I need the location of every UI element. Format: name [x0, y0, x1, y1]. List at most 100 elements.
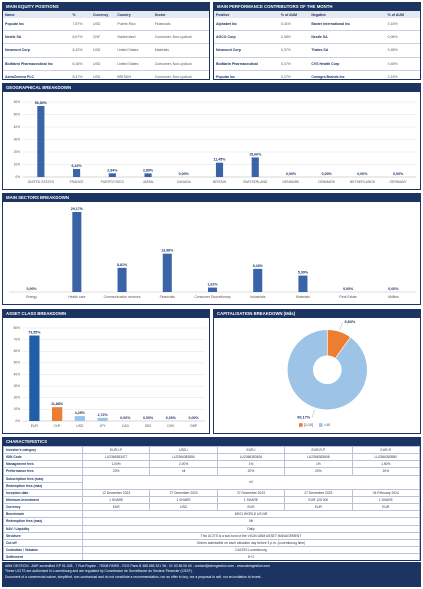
cell: Thales SA — [309, 43, 386, 58]
table: Name% Currency Country Sector Popular Inc 7,8… — [3, 11, 209, 79]
bar — [207, 287, 218, 292]
table-row: Subscription fees (max) nil — [3, 474, 420, 490]
y-tick-label: 50% — [14, 112, 21, 116]
column-header: Negative — [309, 11, 386, 18]
row-label: ISIN Code — [3, 453, 83, 462]
cell: 04 February 2024 — [351, 488, 420, 497]
row-label: Custodian / Valuator — [3, 545, 83, 555]
cell: Nestle SA — [3, 30, 71, 45]
table-row: Popular Inc 0,27% Conagra Brands Inc 0,15% — [214, 70, 420, 79]
cell: 0,45% — [385, 43, 420, 58]
cell: EUR 125 000 — [284, 495, 353, 505]
cell: Consumer, Non-cyclical — [152, 57, 209, 71]
pie-slice — [287, 329, 368, 411]
cell: 27 December 2023 — [216, 488, 286, 497]
bar — [52, 407, 63, 421]
cell: LU2366383634 — [216, 453, 286, 462]
characteristics-panel: CHARACTERISTICS Investor's category EUR-I-… — [2, 437, 421, 561]
cell: 0,36% — [278, 30, 310, 45]
x-tick-label: Energy — [26, 295, 37, 299]
y-tick-label: 10% — [14, 162, 21, 166]
cell: 20% — [351, 467, 420, 476]
cell: EUR-I-P — [81, 445, 151, 455]
value-label: 2,94% — [107, 168, 118, 172]
column-header: % — [70, 11, 92, 18]
bar — [251, 157, 259, 177]
cell: BRITAIN — [115, 70, 153, 79]
cell: D+2 — [82, 553, 420, 560]
row-label: Subscription fees (max) — [3, 474, 83, 483]
cell: EUR — [351, 503, 420, 512]
cell: 7,87% — [70, 18, 92, 32]
x-tick-label: UNITED STATES — [28, 180, 55, 184]
y-tick-label: 40% — [14, 372, 21, 376]
y-tick-label: 0% — [15, 175, 20, 179]
cell: 0,45% — [385, 57, 420, 71]
cell: 1 SHARE — [216, 495, 286, 505]
bar — [108, 173, 116, 177]
cell: Puerto Rico — [115, 18, 153, 32]
legend-label: [1;10] — [304, 423, 313, 427]
y-tick-label: 10% — [14, 407, 21, 411]
table-row: BioMarin Pharmaceutical 0,37% CVS Health C… — [214, 57, 420, 71]
table-row: Structure This UCITS is a sub-fund of the… — [3, 531, 420, 540]
table-row: Benchmark MSCI WORLD US NR — [3, 510, 420, 519]
cell: 20% — [81, 467, 151, 476]
table-row: AstraZeneca PLC 5,47% USD BRITAIN Consumer, … — [3, 70, 209, 79]
cell: EUR — [216, 503, 286, 512]
x-tick-label: CAD — [122, 424, 130, 428]
x-tick-label: Health care — [68, 295, 85, 299]
cell: 6,32% — [70, 43, 92, 58]
panel-title: CHARACTERISTICS — [3, 438, 420, 446]
value-label: 56,80% — [35, 101, 48, 105]
y-tick-label: 80% — [14, 326, 21, 330]
x-tick-label: GBP — [190, 424, 198, 428]
geography-panel: GEOGRAPHICAL BREAKDOWN 0% 10% 20% 30% 40% 50% 6… — [2, 83, 421, 190]
cell: Conagra Brands Inc — [309, 70, 386, 79]
bar — [73, 168, 81, 177]
cell: LU2366383980 — [351, 453, 420, 462]
table-row: ISIN Code LU2366383477 LU2366383550 LU23663… — [3, 453, 420, 462]
value-label: 29,17% — [71, 207, 84, 211]
cell: 27 December 2023 — [149, 488, 218, 497]
x-tick-label: Real Estate — [339, 295, 357, 299]
table-row: Newmont Corp 0,37% Thales SA 0,45% — [214, 43, 420, 58]
cell: 5,47% — [70, 70, 92, 79]
x-tick-label: SEK — [145, 424, 153, 428]
table-row: Popular Inc 7,87% USD Puerto Rico Financials — [3, 18, 209, 32]
panel-title: CAPITALISATION BREAKDOWN (Mds) — [214, 310, 420, 318]
cell: Daily — [82, 524, 420, 533]
cell: 6,97% — [70, 30, 92, 45]
cell: Newmont Corp — [3, 43, 71, 58]
table-row: Redemption fees (max) Nil — [3, 517, 420, 526]
panel-title: MAIN EQUITY POSITIONS — [3, 3, 209, 11]
footer: ABM GESTION - AMF accredited GP 91-028 -… — [2, 562, 421, 587]
cell: Popular Inc — [214, 70, 279, 79]
x-tick-label: BRITAIN — [213, 180, 227, 184]
cell: Alphabet Inc — [214, 18, 279, 32]
row-label: Inception date — [3, 488, 83, 497]
legend-label: >10 — [324, 423, 330, 427]
cell: CVS Health Corp — [309, 57, 386, 71]
table: Positive% of AUM Negative% of AUM Alphabet… — [214, 11, 420, 79]
x-tick-label: Industrials — [250, 295, 266, 299]
bar — [215, 162, 224, 177]
column-header: Country — [115, 11, 153, 18]
value-label: 0,00% — [393, 172, 404, 176]
cell: This UCITS is a sub-fund of the VICAV AB… — [82, 531, 420, 540]
x-tick-label: DENMARK — [282, 180, 300, 184]
capitalisation-panel: CAPITALISATION BREAKDOWN (Mds) 9,83% [1;10… — [213, 309, 421, 434]
cell: MSCI WORLD US NR — [82, 510, 420, 519]
cell: Consumer, Non-cyclical — [152, 70, 209, 79]
panel-title: MAIN PERFORMANCE CONTRIBUTORS OF THE MON… — [214, 3, 420, 11]
chart: 0% 10% 20% 30% 40% 50% 60% 56,80% UNITED STATES 6… — [14, 100, 416, 184]
x-tick-label: NETHERLANDS — [350, 180, 376, 184]
y-tick-label: 60% — [14, 349, 21, 353]
bar — [298, 275, 308, 292]
row-label: Currency — [3, 503, 83, 512]
cell: 1 SHARE — [149, 495, 218, 505]
cell: USD-I — [149, 445, 218, 455]
column-header: % of AUM — [278, 11, 310, 18]
cell: 1,50% — [351, 460, 420, 469]
